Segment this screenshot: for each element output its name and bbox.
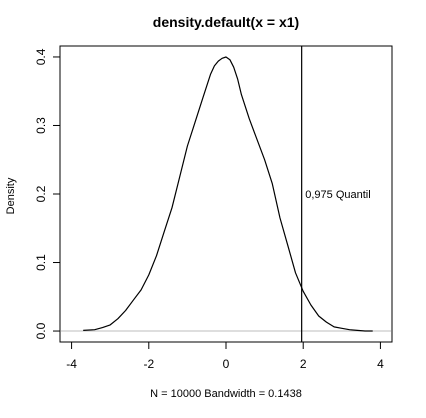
x-tick-label: 2 (300, 357, 307, 371)
y-tick-label: 0.2 (34, 185, 48, 202)
y-tick-label: 0.1 (34, 254, 48, 271)
x-axis-label: N = 10000 Bandwidth = 0.1438 (150, 388, 302, 400)
y-axis: 0.0 0.1 0.2 0.3 0.4 (34, 48, 61, 339)
x-tick-label: 4 (377, 357, 384, 371)
x-axis: -4 -2 0 2 4 (66, 341, 384, 371)
series-group (83, 56, 373, 332)
y-tick-label: 0.4 (34, 48, 48, 65)
x-tick-label: -2 (143, 357, 154, 371)
x-tick-label: 0 (223, 357, 230, 371)
quantile-annotation: 0,975 Quantil (305, 189, 370, 201)
chart-title: density.default(x = x1) (153, 14, 299, 30)
x-tick-label: -4 (66, 357, 77, 371)
y-tick-label: 0.0 (34, 322, 48, 339)
y-tick-label: 0.3 (34, 117, 48, 134)
density-curve (83, 56, 373, 332)
y-axis-label: Density (5, 177, 17, 214)
